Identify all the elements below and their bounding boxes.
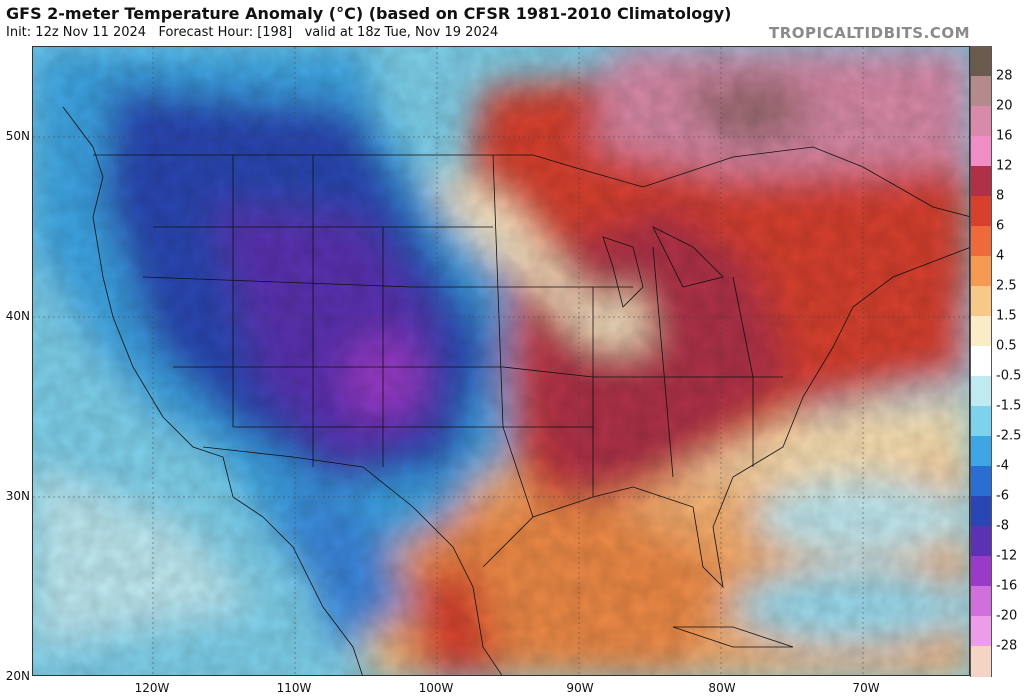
legend-swatch [970, 166, 992, 197]
legend-label: -2.5 [996, 428, 1022, 444]
legend-swatch [970, 406, 992, 437]
legend-swatch [970, 256, 992, 287]
anomaly-field [33, 47, 969, 675]
chart-title: GFS 2-meter Temperature Anomaly (°C) (ba… [6, 4, 732, 23]
legend-swatch [970, 106, 992, 137]
legend-swatch [970, 76, 992, 107]
legend-label: -4 [996, 458, 1009, 474]
legend-label: -16 [996, 578, 1018, 594]
lon-label-110w: 110W [276, 681, 312, 695]
legend-label: 1.5 [996, 308, 1017, 324]
legend-swatch [970, 616, 992, 647]
legend-label: 6 [996, 218, 1005, 234]
legend-label: -1.5 [996, 398, 1022, 414]
legend-label: 16 [996, 128, 1013, 144]
legend-label: 2.5 [996, 278, 1017, 294]
legend-swatch [970, 586, 992, 617]
lon-label-120w: 120W [134, 681, 170, 695]
legend-swatch [970, 646, 992, 677]
legend-swatch [970, 346, 992, 377]
lat-label-20n: 20N [5, 669, 30, 683]
forecast-hour: Forecast Hour: [198] [158, 25, 293, 40]
legend-label: 0.5 [996, 338, 1017, 354]
legend-swatch [970, 286, 992, 317]
legend-swatch [970, 46, 992, 77]
legend-label: 8 [996, 188, 1005, 204]
lon-label-100w: 100W [418, 681, 454, 695]
legend-label: 12 [996, 158, 1013, 174]
legend-swatch [970, 556, 992, 587]
forecast-info: Init: 12z Nov 11 2024 Forecast Hour: [19… [6, 25, 498, 40]
legend-label: 28 [996, 68, 1013, 84]
legend-swatch [970, 526, 992, 557]
legend-label: 4 [996, 248, 1005, 264]
lat-label-40n: 40N [5, 309, 30, 323]
legend-label: 20 [996, 98, 1013, 114]
legend-swatch [970, 436, 992, 467]
anomaly-map [32, 46, 970, 676]
legend-swatch [970, 316, 992, 347]
graticule [33, 47, 969, 675]
lon-label-80w: 80W [708, 681, 736, 695]
legend-label: -28 [996, 638, 1018, 654]
lon-label-90w: 90W [566, 681, 594, 695]
color-legend: 28 20 16 12 8 6 4 2.5 1.5 0.5 -0.5 -1.5 -2.5 -4 -6 -8 -1… [970, 46, 1024, 677]
legend-swatch [970, 226, 992, 257]
legend-swatch [970, 496, 992, 527]
init-time: Init: 12z Nov 11 2024 [6, 25, 147, 40]
legend-label: -20 [996, 608, 1018, 624]
lat-label-50n: 50N [5, 129, 30, 143]
legend-swatch [970, 196, 992, 227]
legend-swatch [970, 136, 992, 167]
legend-label: -0.5 [996, 368, 1022, 384]
brand-watermark[interactable]: TROPICALTIDBITS.COM [769, 24, 970, 42]
legend-swatch [970, 466, 992, 497]
legend-label: -8 [996, 518, 1009, 534]
lat-label-30n: 30N [5, 489, 30, 503]
valid-time: valid at 18z Tue, Nov 19 2024 [304, 25, 499, 40]
lon-label-70w: 70W [852, 681, 880, 695]
legend-label: -6 [996, 488, 1009, 504]
map-borders [62, 106, 969, 675]
legend-label: -12 [996, 548, 1018, 564]
legend-swatch [970, 376, 992, 407]
